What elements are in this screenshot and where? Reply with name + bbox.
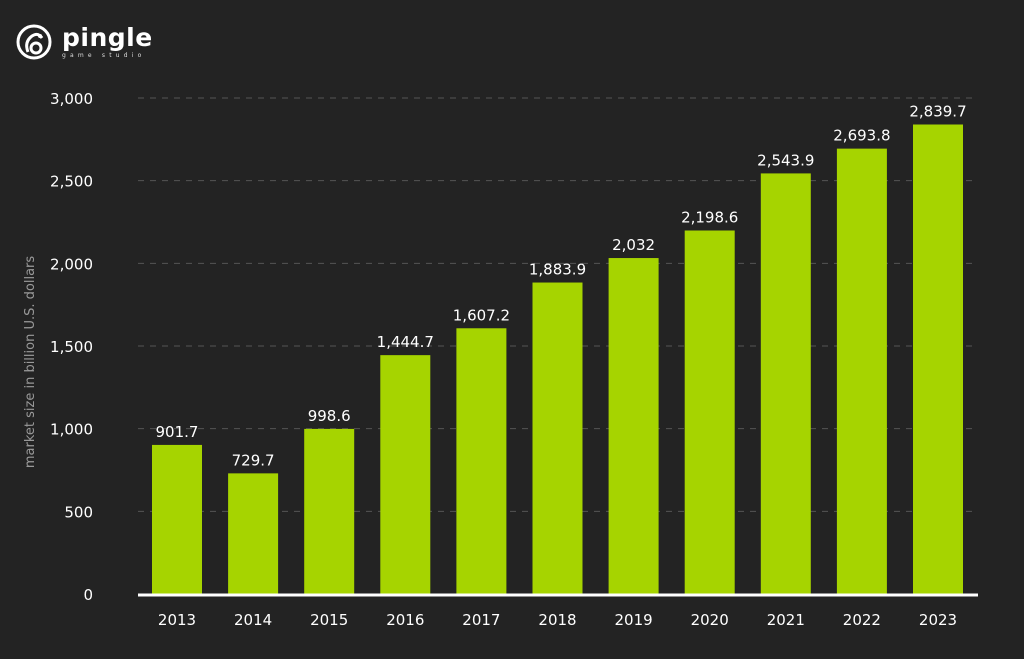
bar-2013 bbox=[152, 444, 202, 594]
data-label: 2,198.6 bbox=[681, 208, 738, 226]
logo-tagline: game studio bbox=[62, 51, 146, 59]
x-tick-label: 2015 bbox=[310, 611, 348, 629]
logo-name: pingle bbox=[62, 22, 153, 52]
y-tick-label: 2,000 bbox=[50, 255, 93, 273]
data-label: 1,607.2 bbox=[453, 306, 510, 324]
x-tick-label: 2013 bbox=[158, 611, 196, 629]
data-label: 1,883.9 bbox=[529, 261, 586, 279]
data-label: 2,032 bbox=[612, 236, 655, 254]
y-tick-label: 0 bbox=[83, 586, 93, 604]
x-tick-label: 2020 bbox=[691, 611, 729, 629]
bar-2018 bbox=[532, 282, 583, 594]
y-axis-label: market size in billion U.S. dollars bbox=[23, 256, 38, 469]
x-tick-label: 2021 bbox=[767, 611, 805, 629]
data-label: 729.7 bbox=[232, 451, 275, 469]
x-tick-label: 2023 bbox=[919, 611, 957, 629]
y-tick-label: 1,500 bbox=[50, 338, 93, 356]
data-label: 2,543.9 bbox=[757, 151, 814, 169]
x-tick-label: 2019 bbox=[615, 611, 653, 629]
logo: pingle game studio bbox=[14, 22, 153, 62]
y-tick-label: 2,500 bbox=[50, 173, 93, 191]
bar-2016 bbox=[380, 355, 431, 594]
data-label: 901.7 bbox=[156, 423, 199, 441]
x-tick-label: 2017 bbox=[462, 611, 500, 629]
bar-2022 bbox=[836, 148, 887, 594]
chameleon-logo-icon bbox=[16, 24, 52, 60]
bar-2021 bbox=[760, 173, 811, 594]
data-label: 2,693.8 bbox=[833, 127, 890, 145]
bar-2019 bbox=[608, 258, 659, 594]
bar-2015 bbox=[304, 428, 355, 594]
x-tick-label: 2014 bbox=[234, 611, 272, 629]
x-tick-label: 2016 bbox=[386, 611, 424, 629]
bar-2023 bbox=[913, 124, 963, 594]
data-label: 998.6 bbox=[308, 407, 351, 425]
y-tick-label: 3,000 bbox=[50, 90, 93, 108]
bar-2017 bbox=[456, 328, 507, 594]
data-label: 1,444.7 bbox=[377, 333, 434, 351]
bar-2014 bbox=[228, 473, 279, 594]
bar-2020 bbox=[684, 230, 735, 594]
y-tick-label: 1,000 bbox=[50, 421, 93, 439]
x-tick-label: 2018 bbox=[538, 611, 576, 629]
x-tick-label: 2022 bbox=[843, 611, 881, 629]
y-tick-label: 500 bbox=[64, 503, 93, 521]
data-label: 2,839.7 bbox=[909, 103, 966, 121]
